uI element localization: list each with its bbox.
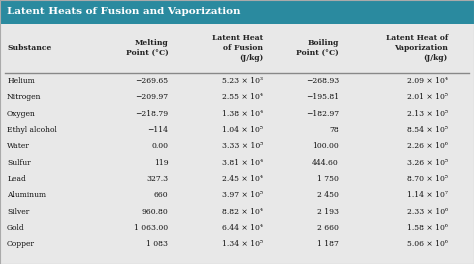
Text: 119: 119	[154, 159, 168, 167]
Text: 960.80: 960.80	[142, 208, 168, 216]
Text: 1 187: 1 187	[317, 241, 339, 248]
Text: Ethyl alcohol: Ethyl alcohol	[7, 126, 57, 134]
Text: 78: 78	[329, 126, 339, 134]
Text: 2.13 × 10⁵: 2.13 × 10⁵	[407, 110, 448, 117]
Text: 327.3: 327.3	[146, 175, 168, 183]
Text: 2.01 × 10⁵: 2.01 × 10⁵	[407, 93, 448, 101]
Text: Copper: Copper	[7, 241, 35, 248]
Text: 2 450: 2 450	[317, 191, 339, 199]
Text: −209.97: −209.97	[135, 93, 168, 101]
Text: 0.00: 0.00	[151, 142, 168, 150]
Text: 1 063.00: 1 063.00	[134, 224, 168, 232]
Text: 2.45 × 10⁴: 2.45 × 10⁴	[222, 175, 263, 183]
Text: 1.04 × 10⁵: 1.04 × 10⁵	[222, 126, 263, 134]
Text: 8.70 × 10⁵: 8.70 × 10⁵	[407, 175, 448, 183]
Text: Substance: Substance	[7, 44, 52, 52]
Text: 100.00: 100.00	[312, 142, 339, 150]
Text: Latent Heat
of Fusion
(J/kg): Latent Heat of Fusion (J/kg)	[212, 34, 263, 62]
Text: Gold: Gold	[7, 224, 25, 232]
Text: 2 193: 2 193	[317, 208, 339, 216]
Text: 3.81 × 10⁴: 3.81 × 10⁴	[222, 159, 263, 167]
Text: Helium: Helium	[7, 77, 35, 85]
Text: 6.44 × 10⁴: 6.44 × 10⁴	[222, 224, 263, 232]
Text: Sulfur: Sulfur	[7, 159, 31, 167]
Text: Nitrogen: Nitrogen	[7, 93, 42, 101]
Text: Lead: Lead	[7, 175, 26, 183]
Text: 1 750: 1 750	[317, 175, 339, 183]
Text: 2.26 × 10⁶: 2.26 × 10⁶	[407, 142, 448, 150]
Text: Latent Heats of Fusion and Vaporization: Latent Heats of Fusion and Vaporization	[7, 7, 241, 16]
Text: Latent Heat of
Vaporization
(J/kg): Latent Heat of Vaporization (J/kg)	[386, 34, 448, 62]
Text: 2.33 × 10⁶: 2.33 × 10⁶	[407, 208, 448, 216]
Text: 3.97 × 10⁵: 3.97 × 10⁵	[222, 191, 263, 199]
Text: −114: −114	[147, 126, 168, 134]
Text: −269.65: −269.65	[135, 77, 168, 85]
Text: 1.14 × 10⁷: 1.14 × 10⁷	[407, 191, 448, 199]
Text: 5.06 × 10⁶: 5.06 × 10⁶	[407, 241, 448, 248]
Text: 2 660: 2 660	[317, 224, 339, 232]
Text: Silver: Silver	[7, 208, 29, 216]
Text: 1.58 × 10⁶: 1.58 × 10⁶	[407, 224, 448, 232]
Text: 2.55 × 10⁴: 2.55 × 10⁴	[222, 93, 263, 101]
Text: −218.79: −218.79	[135, 110, 168, 117]
Text: 444.60: 444.60	[312, 159, 339, 167]
Text: −182.97: −182.97	[306, 110, 339, 117]
Text: 3.26 × 10⁵: 3.26 × 10⁵	[407, 159, 448, 167]
Text: Boiling
Point (°C): Boiling Point (°C)	[296, 39, 339, 57]
Text: Water: Water	[7, 142, 30, 150]
Text: 1.38 × 10⁴: 1.38 × 10⁴	[222, 110, 263, 117]
Text: −195.81: −195.81	[306, 93, 339, 101]
Text: 1 083: 1 083	[146, 241, 168, 248]
Text: 8.54 × 10⁵: 8.54 × 10⁵	[407, 126, 448, 134]
Text: Oxygen: Oxygen	[7, 110, 36, 117]
Text: −268.93: −268.93	[306, 77, 339, 85]
Text: 5.23 × 10³: 5.23 × 10³	[222, 77, 263, 85]
Text: Aluminum: Aluminum	[7, 191, 46, 199]
Text: 3.33 × 10⁵: 3.33 × 10⁵	[222, 142, 263, 150]
Text: 8.82 × 10⁴: 8.82 × 10⁴	[222, 208, 263, 216]
Text: 1.34 × 10⁵: 1.34 × 10⁵	[222, 241, 263, 248]
Text: Melting
Point (°C): Melting Point (°C)	[126, 39, 168, 57]
FancyBboxPatch shape	[0, 0, 474, 24]
Text: 2.09 × 10⁴: 2.09 × 10⁴	[407, 77, 448, 85]
Text: 660: 660	[154, 191, 168, 199]
